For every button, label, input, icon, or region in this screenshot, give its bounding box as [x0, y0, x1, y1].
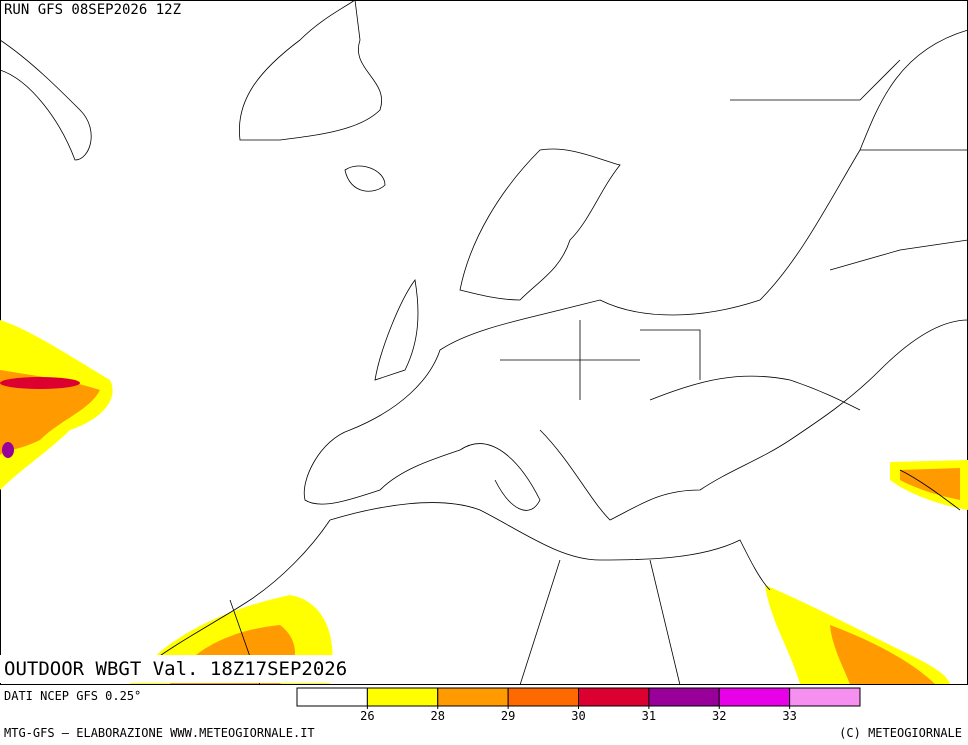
tick-label: 28: [431, 709, 445, 723]
tick-label: 30: [571, 709, 585, 723]
color-box: [789, 687, 861, 707]
tick-label: 33: [782, 709, 796, 723]
map-frame: [0, 0, 968, 685]
tick-label: 32: [712, 709, 726, 723]
footer-left: MTG-GFS – ELABORAZIONE WWW.METEOGIORNALE…: [4, 726, 315, 740]
map-title: OUTDOOR WBGT Val. 18Z17SEP2026: [4, 658, 347, 680]
color-box: [366, 687, 439, 707]
color-box: [507, 687, 579, 707]
source-label: DATI NCEP GFS 0.25°: [4, 689, 141, 703]
color-box: [578, 687, 650, 707]
coastlines: [0, 0, 968, 686]
tick-label: 31: [642, 709, 656, 723]
tick-label: 26: [360, 709, 374, 723]
title-bg: [0, 655, 390, 683]
colorbar: 26 28 29 30 31 32 33: [296, 687, 861, 723]
tick-label: 29: [501, 709, 515, 723]
color-box: [648, 687, 720, 707]
footer-right: (C) METEOGIORNALE: [839, 726, 962, 740]
color-box: [437, 687, 509, 707]
color-box: [296, 687, 368, 707]
color-box: [718, 687, 791, 707]
run-label: RUN GFS 08SEP2026 12Z: [4, 2, 181, 18]
